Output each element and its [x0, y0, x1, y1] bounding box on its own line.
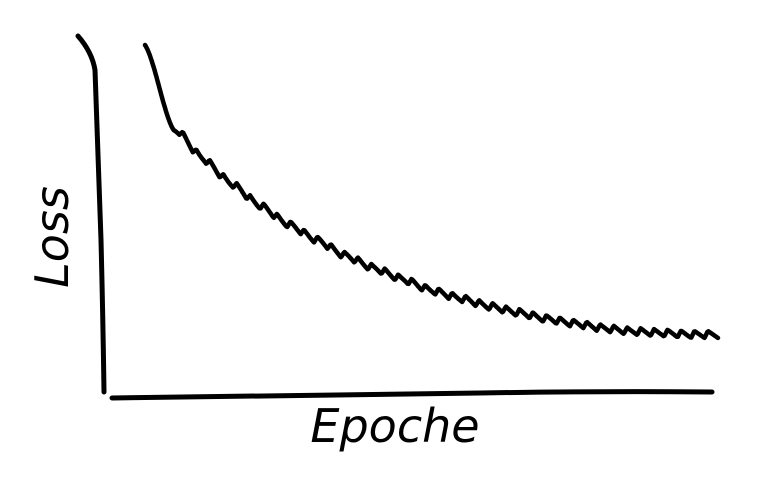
x-axis-label: Epoche — [310, 399, 479, 453]
y-axis-label: Loss — [25, 186, 79, 288]
loss-series-line — [142, 42, 721, 341]
y-axis — [75, 33, 107, 395]
x-axis — [109, 389, 715, 401]
chart-marks — [142, 42, 721, 341]
